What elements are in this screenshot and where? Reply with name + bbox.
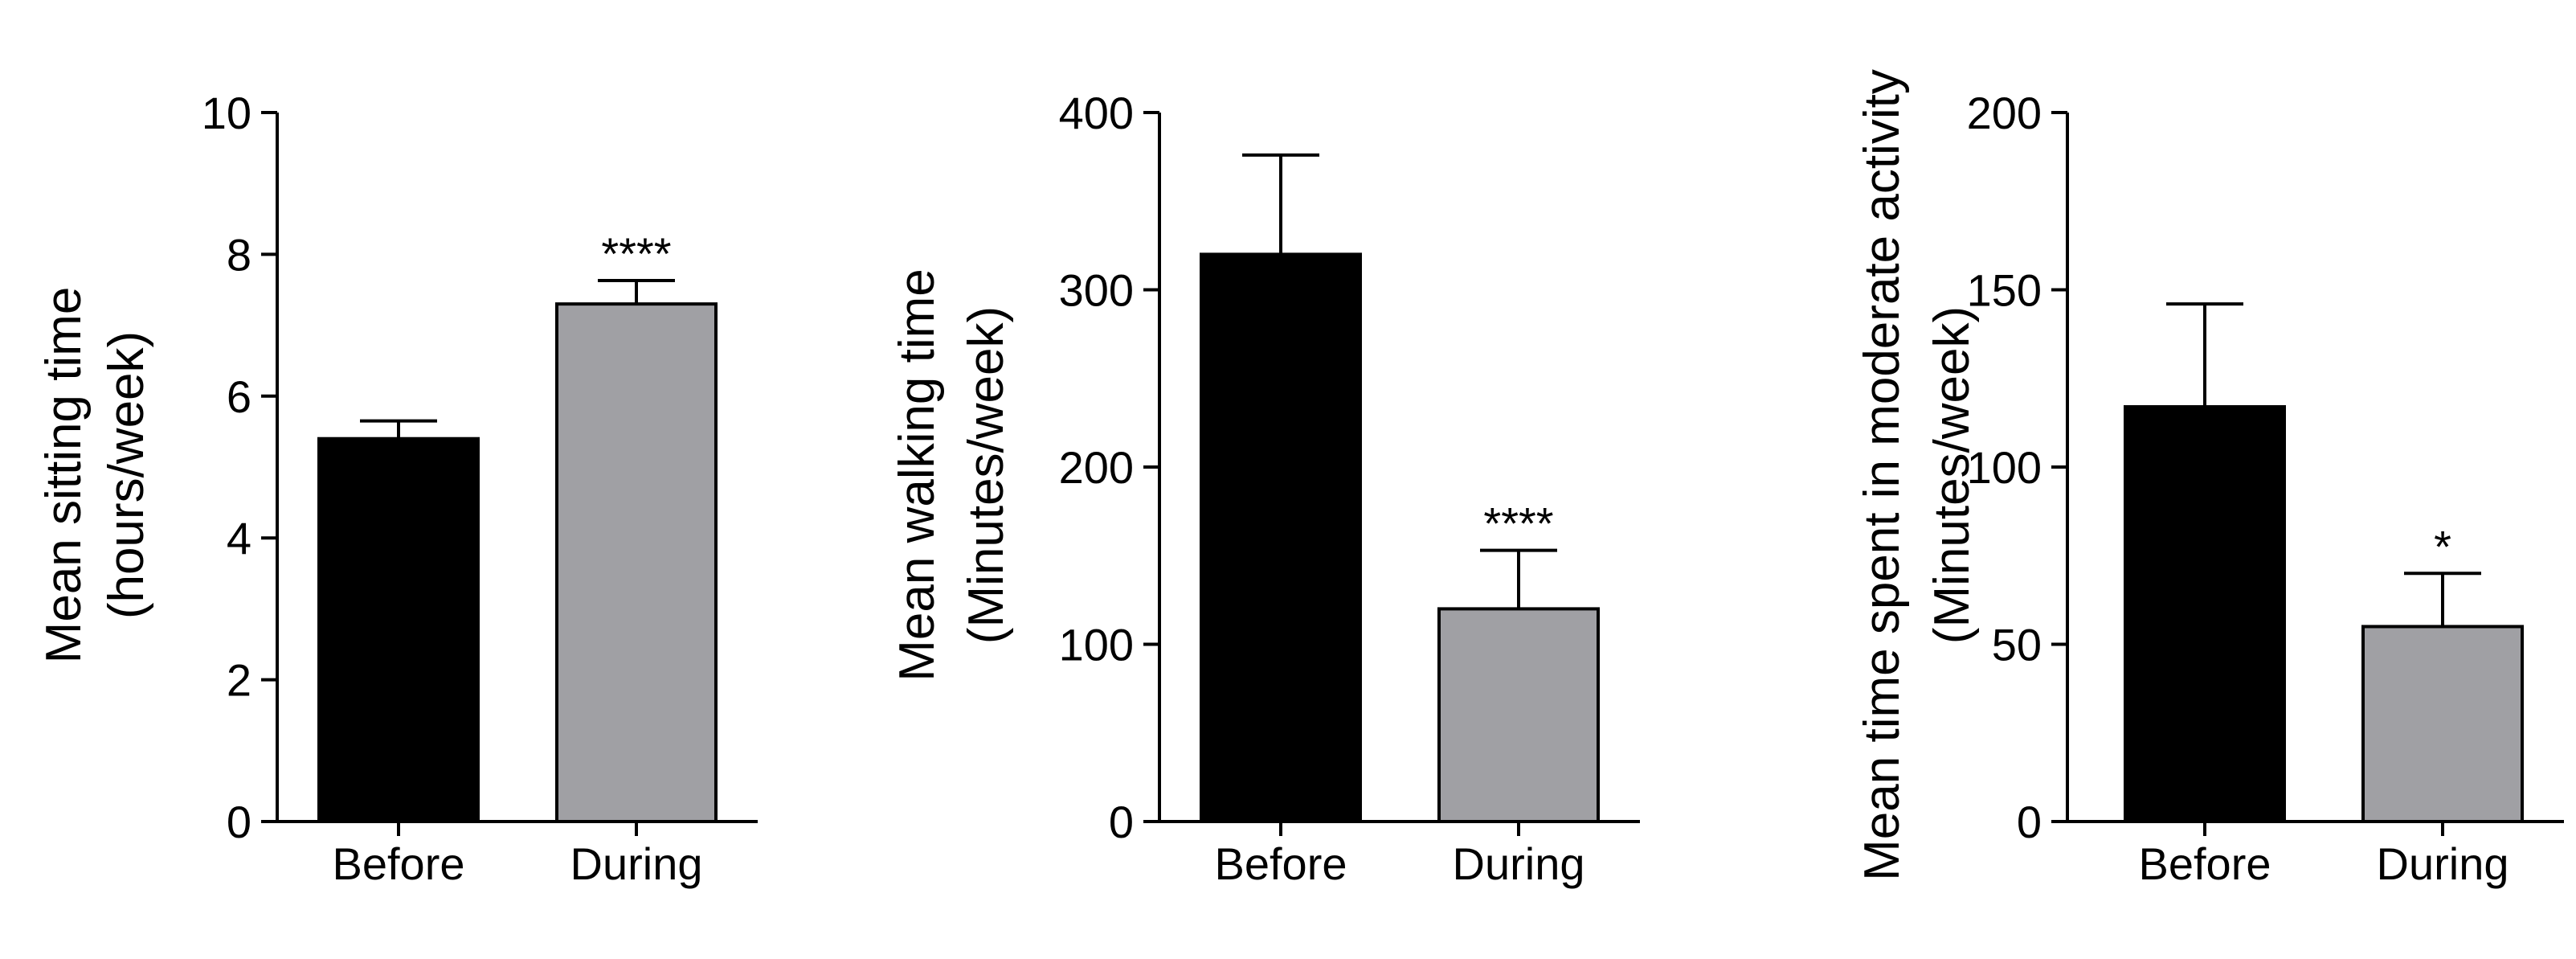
bar-during xyxy=(1437,607,1600,824)
y-tick-label: 200 xyxy=(1967,88,2042,138)
y-tick-label: 10 xyxy=(202,88,251,138)
y-axis-label: (Minutes/week) xyxy=(1924,306,1980,644)
y-tick-label: 400 xyxy=(1059,88,1134,138)
x-tick-label: During xyxy=(570,838,703,889)
y-tick-label: 100 xyxy=(1059,620,1134,670)
x-tick-label: Before xyxy=(333,838,465,889)
y-tick-label: 100 xyxy=(1967,442,2042,493)
y-tick-label: 2 xyxy=(227,655,251,706)
y-tick-label: 150 xyxy=(1967,265,2042,316)
y-tick-label: 6 xyxy=(227,371,251,422)
y-tick-label: 50 xyxy=(1992,620,2042,670)
y-tick-label: 0 xyxy=(2017,797,2042,847)
y-tick-label: 0 xyxy=(1109,797,1134,847)
y-axis-label: Mean sitting time xyxy=(36,287,92,664)
x-tick-label: During xyxy=(1453,838,1585,889)
y-axis-label: Mean time spent in moderate activity xyxy=(1854,69,1910,881)
y-tick-label: 200 xyxy=(1059,442,1134,493)
y-tick-label: 4 xyxy=(227,513,251,564)
bar-before xyxy=(317,436,480,823)
x-tick-label: Before xyxy=(2139,838,2271,889)
significance-label: * xyxy=(2434,521,2451,572)
y-axis-label: (Minutes/week) xyxy=(959,306,1014,644)
y-tick-label: 300 xyxy=(1059,265,1134,316)
bar-before xyxy=(1200,252,1362,823)
significance-label: **** xyxy=(1483,498,1553,549)
y-axis-label: Mean walking time xyxy=(889,268,945,681)
x-tick-label: During xyxy=(2377,838,2509,889)
y-tick-label: 8 xyxy=(227,229,251,280)
y-axis-label: (hours/week) xyxy=(99,331,154,619)
x-tick-label: Before xyxy=(1215,838,1347,889)
bar-during xyxy=(2361,625,2524,824)
significance-label: **** xyxy=(601,228,671,279)
bar-during xyxy=(555,302,718,823)
y-tick-label: 0 xyxy=(227,797,251,847)
bar-before xyxy=(2124,405,2286,823)
